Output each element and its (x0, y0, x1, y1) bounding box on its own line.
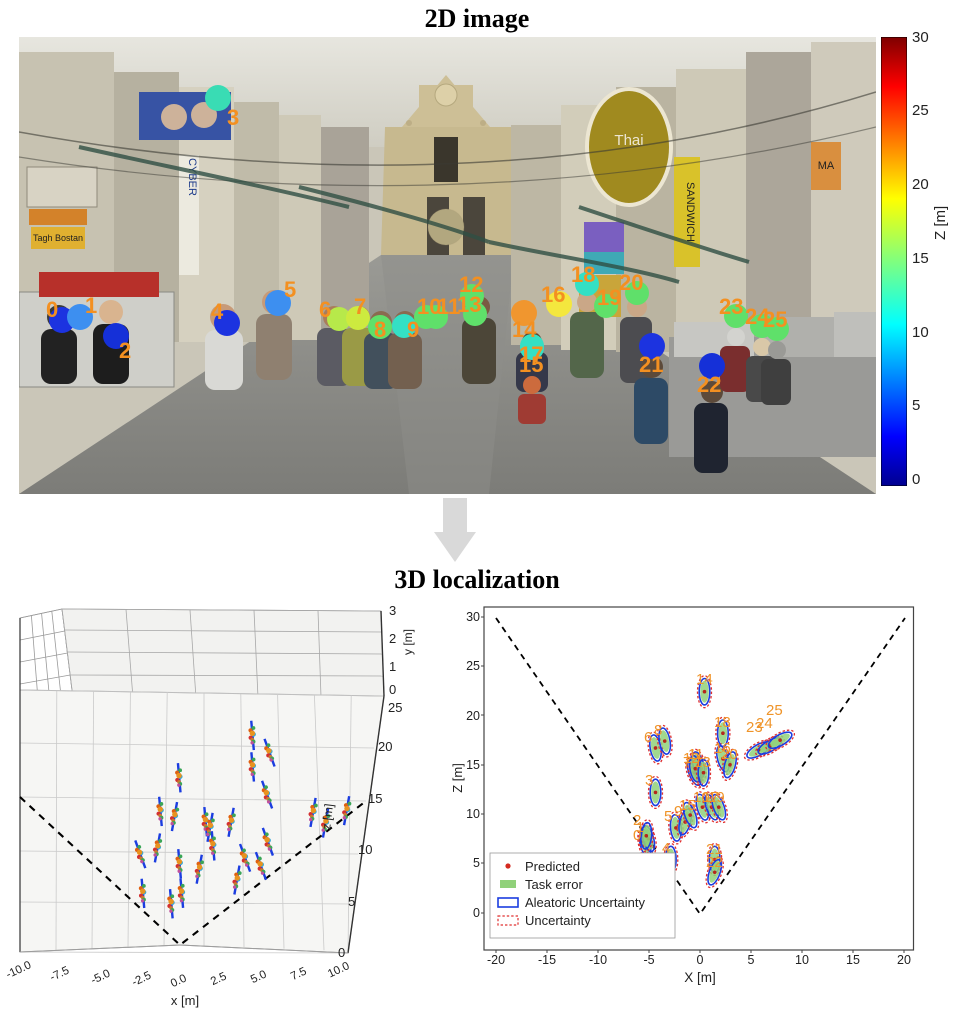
svg-text:25: 25 (388, 700, 402, 715)
svg-text:5.0: 5.0 (249, 968, 269, 986)
svg-text:0: 0 (46, 297, 58, 322)
svg-text:X [m]: X [m] (684, 970, 716, 985)
svg-text:25: 25 (466, 659, 480, 673)
svg-text:15: 15 (679, 797, 696, 814)
svg-text:9: 9 (407, 317, 419, 342)
svg-text:-10.0: -10.0 (4, 959, 33, 981)
svg-text:5: 5 (748, 953, 755, 967)
svg-text:10: 10 (795, 953, 809, 967)
svg-text:25: 25 (766, 702, 783, 719)
svg-text:3: 3 (389, 603, 396, 618)
svg-text:0: 0 (697, 953, 704, 967)
svg-text:20: 20 (897, 953, 911, 967)
svg-text:20: 20 (721, 746, 738, 763)
svg-text:0: 0 (473, 906, 480, 920)
svg-text:0: 0 (338, 945, 345, 960)
svg-text:23: 23 (719, 294, 743, 319)
svg-text:Predicted: Predicted (525, 859, 580, 874)
svg-text:20: 20 (466, 709, 480, 723)
svg-text:20: 20 (378, 739, 392, 754)
svg-text:SANDWICH: SANDWICH (684, 182, 696, 242)
svg-text:-15: -15 (538, 953, 556, 967)
svg-text:3: 3 (227, 105, 239, 130)
svg-text:21: 21 (639, 352, 663, 377)
svg-text:-5: -5 (643, 953, 654, 967)
svg-text:22: 22 (697, 372, 721, 397)
svg-text:15: 15 (466, 758, 480, 772)
svg-text:3: 3 (645, 772, 653, 789)
svg-text:-20: -20 (487, 953, 505, 967)
svg-text:-10: -10 (589, 953, 607, 967)
svg-text:0.0: 0.0 (169, 972, 189, 990)
svg-text:Aleatoric Uncertainty: Aleatoric Uncertainty (525, 895, 645, 910)
svg-text:1: 1 (389, 659, 396, 674)
svg-text:18: 18 (714, 714, 731, 731)
svg-text:8: 8 (654, 722, 662, 739)
svg-text:-5.0: -5.0 (89, 968, 112, 987)
svg-text:14: 14 (696, 671, 713, 688)
svg-text:2.5: 2.5 (209, 970, 229, 988)
svg-text:20: 20 (619, 270, 643, 295)
svg-text:6: 6 (319, 297, 331, 322)
svg-text:MA: MA (818, 160, 835, 172)
svg-text:7: 7 (354, 294, 366, 319)
svg-text:6: 6 (644, 729, 652, 746)
svg-text:7.5: 7.5 (289, 965, 309, 983)
svg-text:15: 15 (368, 791, 382, 806)
svg-text:2: 2 (389, 631, 396, 646)
svg-text:19: 19 (597, 285, 621, 310)
svg-text:8: 8 (374, 317, 386, 342)
svg-text:1: 1 (85, 293, 97, 318)
svg-text:2: 2 (119, 338, 131, 363)
svg-text:0: 0 (389, 682, 396, 697)
svg-text:25: 25 (763, 307, 787, 332)
svg-text:15: 15 (846, 953, 860, 967)
svg-text:5: 5 (284, 277, 296, 302)
svg-text:5: 5 (664, 808, 672, 825)
svg-text:y [m]: y [m] (401, 629, 415, 655)
svg-text:16: 16 (541, 282, 565, 307)
svg-text:5: 5 (348, 894, 355, 909)
svg-text:CYBER: CYBER (186, 158, 198, 196)
svg-text:-7.5: -7.5 (48, 965, 71, 984)
svg-text:Uncertainty: Uncertainty (525, 913, 591, 928)
svg-text:2: 2 (633, 812, 641, 829)
svg-text:13: 13 (694, 754, 711, 771)
svg-text:Tagh Bostan: Tagh Bostan (33, 233, 83, 243)
svg-text:13: 13 (457, 292, 481, 317)
svg-text:Z [m]: Z [m] (450, 763, 465, 793)
svg-text:18: 18 (571, 262, 595, 287)
svg-text:Task error: Task error (525, 877, 583, 892)
svg-text:30: 30 (466, 610, 480, 624)
svg-text:19: 19 (708, 789, 725, 806)
svg-text:22: 22 (706, 854, 723, 871)
svg-text:10: 10 (358, 842, 372, 857)
svg-text:10: 10 (466, 807, 480, 821)
svg-text:14: 14 (512, 317, 537, 342)
svg-text:-2.5: -2.5 (130, 970, 153, 989)
svg-text:10.0: 10.0 (326, 960, 351, 980)
svg-text:5: 5 (473, 856, 480, 870)
svg-text:x [m]: x [m] (171, 993, 199, 1008)
svg-text:17: 17 (519, 342, 543, 367)
svg-text:4: 4 (211, 299, 224, 324)
